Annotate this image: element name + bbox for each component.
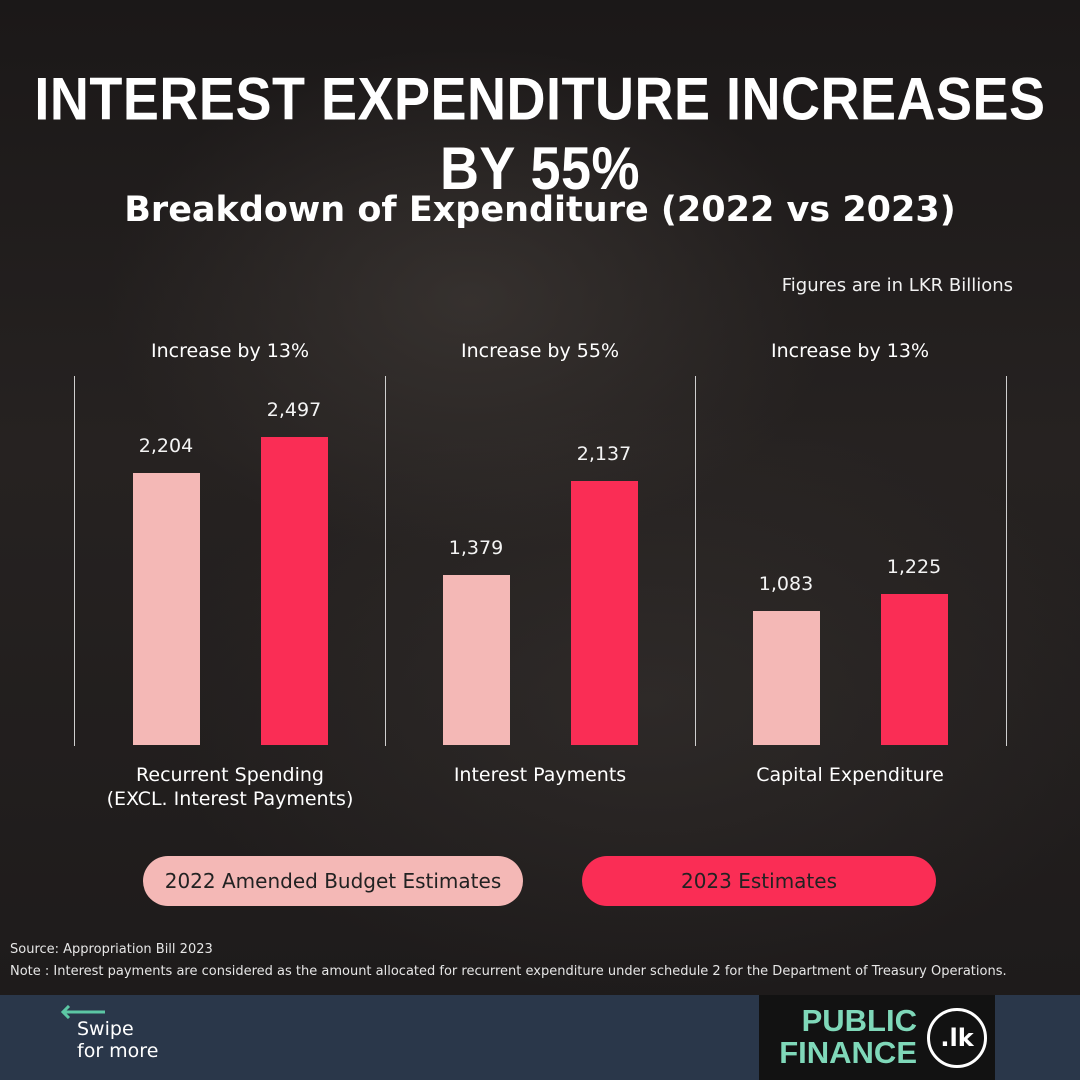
data-label: 2,137 xyxy=(576,443,632,466)
group-increase-label: Increase by 13% xyxy=(150,340,310,362)
data-label: 2,497 xyxy=(266,399,322,421)
group-increase-label: Increase by 55% xyxy=(460,340,620,362)
legend-2022-label: 2022 Amended Budget Estimates xyxy=(164,869,502,893)
source-text: Source: Appropriation Bill 2023 xyxy=(10,942,213,957)
logo-badge: .lk xyxy=(927,1008,987,1068)
logo-text: PUBLIC FINANCE xyxy=(779,1003,917,1070)
data-label: 1,083 xyxy=(758,573,814,596)
group-divider xyxy=(1006,376,1007,746)
page-title: INTEREST EXPENDITURE INCREASES BY 55% xyxy=(34,65,1046,203)
data-label: 1,379 xyxy=(448,536,504,559)
category-label: Capital Expenditure xyxy=(756,764,944,786)
bar-2022 xyxy=(442,574,510,745)
group-divider xyxy=(385,376,386,746)
group-divider xyxy=(695,376,696,746)
bar-2022 xyxy=(132,473,200,745)
bar-2022 xyxy=(752,611,820,745)
publicfinance-logo: PUBLIC FINANCE .lk xyxy=(759,995,995,1080)
category-label: Recurrent Spending (EXCL. Interest Payme… xyxy=(106,764,354,810)
bar-2023 xyxy=(880,593,948,745)
legend-2023-label: 2023 Estimates xyxy=(680,869,837,893)
legend-2022: 2022 Amended Budget Estimates xyxy=(143,856,523,906)
legend-2023: 2023 Estimates xyxy=(582,856,936,906)
bar-2023 xyxy=(260,437,328,745)
arrow-left-icon[interactable] xyxy=(60,1005,106,1019)
chart-subtitle: Breakdown of Expenditure (2022 vs 2023) xyxy=(124,190,956,230)
note-text: Note : Interest payments are considered … xyxy=(10,964,1007,979)
swipe-hint[interactable]: Swipe for more xyxy=(77,1018,159,1062)
group-increase-label: Increase by 13% xyxy=(770,340,930,362)
group-divider xyxy=(74,376,75,746)
data-label: 1,225 xyxy=(886,555,942,578)
bar-2023 xyxy=(570,481,638,745)
category-label: Interest Payments xyxy=(453,764,627,786)
data-label: 2,204 xyxy=(138,435,194,458)
units-note: Figures are in LKR Billions xyxy=(781,275,1013,296)
